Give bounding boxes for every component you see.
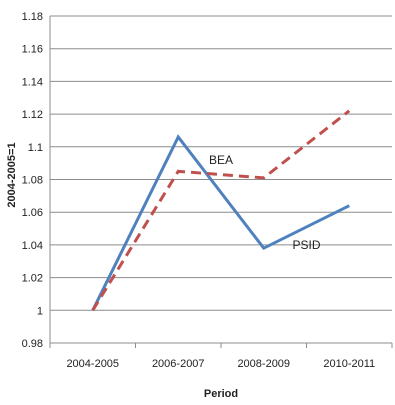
y-tick-label: 1.06	[22, 207, 43, 219]
series-label-bea: BEA	[209, 153, 233, 167]
series-labels: PSID BEA	[209, 153, 321, 252]
gridlines	[50, 15, 392, 344]
y-axis: 0.98 1 1.02 1.04 1.06 1.08 1.1 1.12 1.14 1.16 1.18	[22, 11, 51, 350]
y-tick-label: 0.98	[22, 338, 43, 350]
y-tick-label: 1.1	[28, 142, 43, 154]
x-axis-title: Period	[204, 388, 238, 400]
y-tick-label: 1.14	[22, 76, 43, 88]
y-tick-label: 1	[37, 305, 43, 317]
x-tick-label: 2006-2007	[152, 358, 205, 370]
x-tick-label: 2010-2011	[323, 358, 375, 370]
y-tick-label: 1.18	[22, 11, 43, 23]
series-label-psid: PSID	[292, 238, 320, 252]
y-tick-label: 1.12	[22, 109, 43, 121]
x-tick-label: 2004-2005	[66, 358, 119, 370]
y-tick-label: 1.16	[22, 44, 43, 56]
y-tick-label: 1.02	[22, 273, 43, 285]
y-tick-label: 1.08	[22, 175, 43, 187]
x-tick-label: 2008-2009	[237, 358, 290, 370]
series-line-psid	[91, 134, 350, 311]
y-tick-label: 1.04	[22, 240, 43, 252]
x-axis: 2004-2005 2006-2007 2008-2009 2010-2011	[49, 343, 393, 370]
series-line-bea	[91, 109, 351, 312]
y-axis-title: 2004-2005=1	[6, 142, 18, 207]
series-lines	[91, 109, 351, 312]
